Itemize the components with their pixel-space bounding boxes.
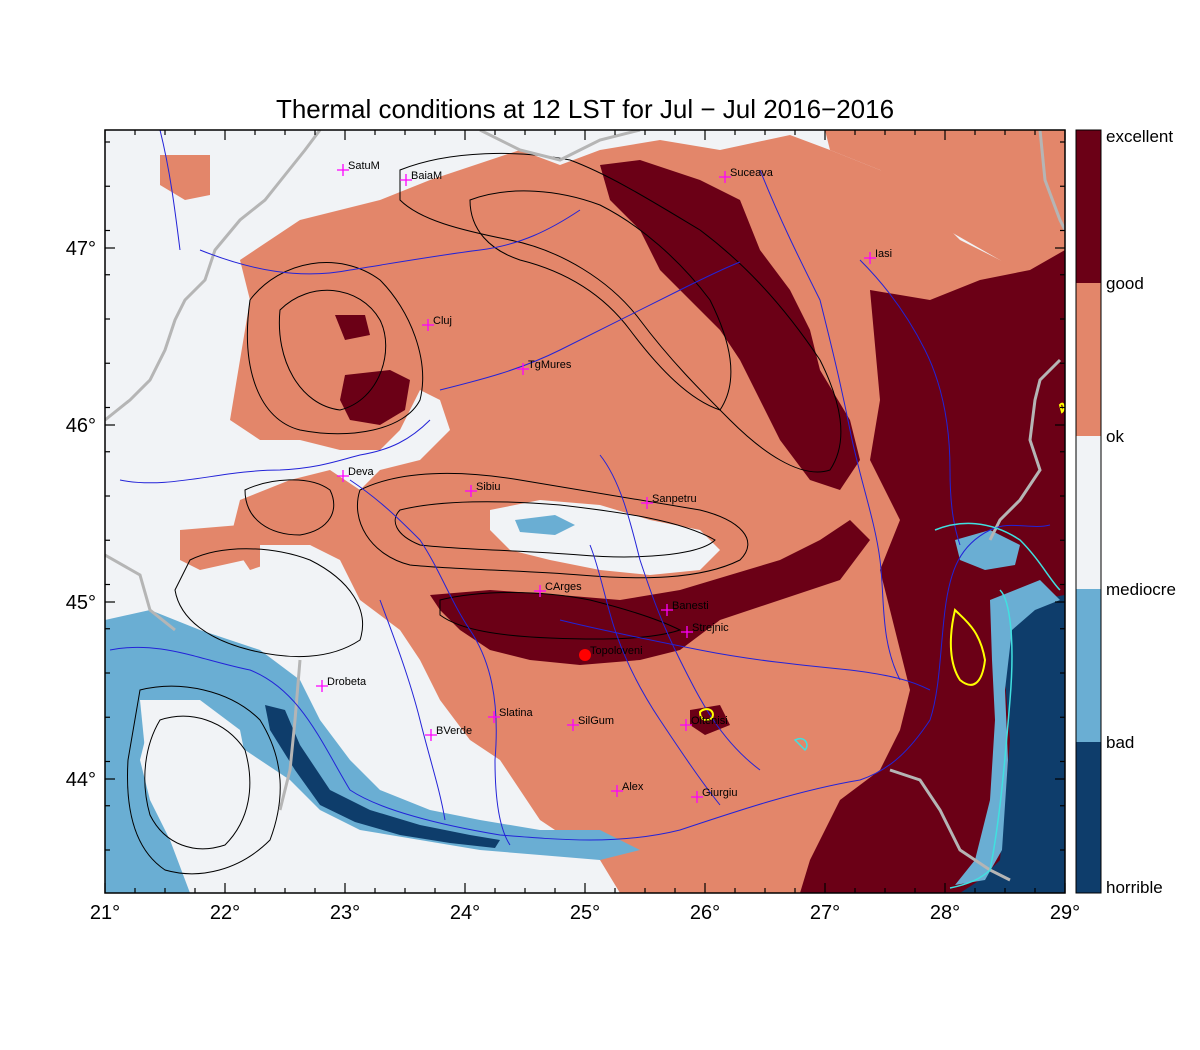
elevation-contours bbox=[127, 152, 842, 875]
x-tick-label-21: 21° bbox=[90, 902, 120, 924]
x-tick-label-22: 22° bbox=[210, 902, 240, 924]
rivers bbox=[109, 130, 1051, 846]
city-marker-topoloveni bbox=[579, 649, 591, 661]
axis-ticks-layer bbox=[104, 130, 1066, 893]
x-tick-label-27: 27° bbox=[810, 902, 840, 924]
city-label-bverde: BVerde bbox=[436, 725, 472, 737]
ok-region-retezat bbox=[260, 545, 340, 610]
y-tick-label-44: 44° bbox=[66, 769, 96, 791]
bad-region-delta bbox=[955, 530, 1020, 570]
city-marker-iasi bbox=[864, 252, 876, 264]
colorbar-label-ok: ok bbox=[1106, 427, 1124, 446]
city-label-deva: Deva bbox=[348, 466, 375, 478]
city-marker-sibiu bbox=[465, 485, 477, 497]
x-tick-label-25: 25° bbox=[570, 902, 600, 924]
colorbar-bad-band bbox=[1076, 589, 1101, 742]
city-label-satum: SatuM bbox=[348, 160, 380, 172]
city-label-slatina: Slatina bbox=[499, 707, 534, 719]
city-label-alex: Alex bbox=[622, 781, 644, 793]
city-marker-slatina bbox=[488, 711, 500, 723]
city-marker-drobeta bbox=[316, 680, 328, 692]
good-region-northwest bbox=[160, 155, 210, 200]
bad-region-danube-southwest bbox=[105, 610, 640, 893]
y-tick-label-47: 47° bbox=[66, 238, 96, 260]
x-tick-label-28: 28° bbox=[930, 902, 960, 924]
city-marker-satum bbox=[337, 164, 349, 176]
colorbar-label-horrible: horrible bbox=[1106, 878, 1163, 897]
coastal-lake-outlines bbox=[698, 402, 1065, 889]
city-marker-baiam bbox=[400, 174, 412, 186]
city-label-topoloveni: Topoloveni bbox=[590, 645, 643, 657]
excellent-region-apuseni bbox=[340, 370, 410, 425]
colorbar-horrible-band bbox=[1076, 742, 1101, 893]
city-marker-suceava bbox=[719, 171, 731, 183]
city-marker-tgmures bbox=[517, 363, 529, 375]
horrible-region-black-sea bbox=[960, 595, 1065, 893]
colorbar-ok-band bbox=[1076, 436, 1101, 589]
colorbar-excellent-band bbox=[1076, 130, 1101, 283]
colorbar-label-mediocre: mediocre bbox=[1106, 580, 1176, 599]
colorbar-frame bbox=[1075, 129, 1102, 894]
city-marker-alex bbox=[611, 785, 623, 797]
colorbar: excellent good ok mediocre bad horrible bbox=[1075, 127, 1176, 897]
y-tick-label-45: 45° bbox=[66, 592, 96, 614]
city-label-sibiu: Sibiu bbox=[476, 481, 500, 493]
bad-region-black-sea-coast bbox=[955, 580, 1060, 885]
good-region-main bbox=[230, 135, 1065, 893]
x-tick-label-26: 26° bbox=[690, 902, 720, 924]
city-label-baiam: BaiaM bbox=[411, 170, 442, 182]
y-tick-label-46: 46° bbox=[66, 415, 96, 437]
city-label-suceava: Suceava bbox=[730, 167, 774, 179]
city-label-iasi: Iasi bbox=[875, 248, 892, 260]
city-marker-cluj bbox=[422, 319, 434, 331]
city-marker-sanpetru bbox=[641, 497, 653, 509]
city-label-drobeta: Drobeta bbox=[327, 676, 367, 688]
bad-region-fagaras-peak bbox=[515, 515, 575, 535]
map-plot-area bbox=[105, 130, 1065, 893]
city-label-banesti: Banesti bbox=[672, 600, 709, 612]
horrible-region-danube-gorge bbox=[265, 705, 500, 848]
city-marker-banesti bbox=[661, 604, 673, 616]
city-label-strejnic: Strejnic bbox=[692, 622, 729, 634]
x-tick-label-23: 23° bbox=[330, 902, 360, 924]
city-markers-layer: SatuM BaiaM Suceava Iasi Cluj TgMures Deva Sibi… bbox=[316, 160, 892, 803]
city-marker-silgum bbox=[567, 719, 579, 731]
ok-region-southwest-mountains bbox=[140, 700, 250, 830]
city-marker-oltenisi bbox=[680, 719, 692, 731]
excellent-region-subcarpathian-band bbox=[430, 520, 870, 665]
city-label-carges: CArges bbox=[545, 581, 582, 593]
colorbar-good-band bbox=[1076, 283, 1101, 436]
x-tick-label-29: 29° bbox=[1050, 902, 1080, 924]
city-marker-carges bbox=[534, 585, 546, 597]
city-marker-strejnic bbox=[681, 626, 693, 638]
city-label-cluj: Cluj bbox=[433, 315, 452, 327]
excellent-region-carpathians-east bbox=[600, 160, 860, 490]
city-marker-deva bbox=[337, 470, 349, 482]
city-label-sanpetru: Sanpetru bbox=[652, 493, 697, 505]
colorbar-label-excellent: excellent bbox=[1106, 127, 1173, 146]
country-borders bbox=[105, 130, 1065, 882]
good-region-north bbox=[825, 130, 1065, 290]
city-label-oltenisi: Oltenisi bbox=[691, 715, 728, 727]
city-label-tgmures: TgMures bbox=[528, 359, 572, 371]
colorbar-label-good: good bbox=[1106, 274, 1144, 293]
city-marker-giurgiu bbox=[691, 791, 703, 803]
city-label-giurgiu: Giurgiu bbox=[702, 787, 737, 799]
excellent-region-cluj bbox=[335, 315, 370, 340]
city-marker-bverde bbox=[425, 729, 437, 741]
x-tick-label-24: 24° bbox=[450, 902, 480, 924]
colorbar-label-bad: bad bbox=[1106, 733, 1134, 752]
map-title: Thermal conditions at 12 LST for Jul − J… bbox=[276, 94, 894, 124]
city-label-silgum: SilGum bbox=[578, 715, 614, 727]
good-region-west bbox=[180, 525, 245, 570]
